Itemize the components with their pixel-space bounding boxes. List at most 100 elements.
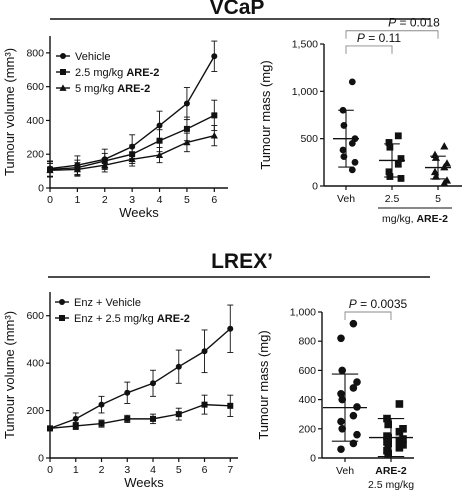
p-value: = 0.0035	[357, 297, 408, 311]
y-axis-title: Tumour volume (mm³)	[2, 48, 17, 176]
vcap-mass-chart: 0 500 1,000 1,500 Tumour mass (mg) Veh 2.5 5 mg/…	[258, 16, 462, 225]
group-caption: mg/kg, ARE-2	[382, 213, 448, 225]
y-axis-title: Tumour volume (mm³)	[2, 311, 17, 439]
y-tick-label: 200	[26, 405, 44, 417]
data-point	[395, 436, 404, 445]
data-point	[337, 334, 345, 343]
x-tick-label: 0	[47, 464, 53, 476]
data-point	[124, 415, 131, 422]
y-tick-label: 400	[298, 394, 316, 406]
data-point	[124, 389, 131, 396]
x-tick-label: 5	[176, 464, 182, 476]
data-point	[430, 167, 440, 176]
data-point	[201, 401, 208, 408]
y-tick-label: 1,500	[292, 39, 318, 51]
data-point	[183, 138, 191, 146]
vcap-panel-title: VCaP	[210, 0, 265, 19]
data-point	[397, 155, 405, 162]
lrex-mass-chart: 0 200 400 600 800 1,000 Tumour mass (mg) Veh ARE…	[256, 297, 414, 491]
data-point	[348, 78, 356, 86]
legend-marker	[59, 315, 65, 321]
data-point	[156, 122, 163, 129]
legend-marker	[60, 69, 66, 75]
y-tick-label: 800	[298, 336, 316, 348]
group-caption-text: mg/kg,	[382, 213, 416, 225]
data-point	[128, 155, 136, 163]
data-point	[98, 401, 105, 408]
data-point	[183, 100, 190, 107]
data-point	[349, 319, 358, 328]
y-tick-label: 0	[38, 183, 44, 195]
data-point	[227, 402, 234, 409]
y-tick-label: 800	[26, 47, 44, 59]
p-symbol: P	[388, 16, 396, 30]
x-tick-label: 5	[184, 194, 190, 206]
data-point	[384, 449, 392, 458]
y-tick-label: 400	[26, 358, 44, 370]
p-value-label: P = 0.11	[357, 31, 401, 45]
data-point	[211, 112, 218, 119]
p-value: = 0.11	[365, 31, 401, 45]
data-point	[394, 160, 402, 168]
data-point	[337, 445, 345, 454]
legend-marker	[59, 299, 65, 305]
data-point	[348, 166, 356, 174]
data-point	[394, 132, 402, 140]
data-point	[440, 162, 449, 171]
data-point	[397, 175, 405, 182]
data-point	[72, 422, 79, 429]
legend-marker	[59, 84, 67, 91]
series-line	[49, 328, 231, 430]
data-point	[98, 420, 105, 427]
data-point	[210, 132, 218, 139]
y-tick-label: 0	[312, 181, 318, 193]
data-point	[175, 411, 182, 418]
data-point	[46, 166, 54, 174]
category-label: 2.5	[385, 193, 400, 205]
significance-bracket	[345, 45, 393, 54]
x-tick-label: 6	[202, 464, 208, 476]
data-point	[353, 430, 361, 439]
legend-label: Vehicle	[75, 51, 110, 63]
data-point	[348, 140, 356, 147]
category-sublabel: 2.5 mg/kg	[368, 479, 414, 491]
data-point	[385, 139, 393, 146]
x-tick-label: 6	[211, 194, 217, 206]
x-tick-label: 3	[124, 464, 130, 476]
legend-name: Vehicle	[75, 51, 110, 63]
data-point	[101, 161, 109, 169]
lrex-volume-chart: 0 200 400 600 Tumour volume (mm³) 0 1 2 3 4 5 6 7 Wee…	[2, 292, 238, 490]
data-point	[384, 420, 392, 429]
data-point	[73, 165, 81, 173]
category-label: ARE-2	[375, 465, 407, 477]
p-symbol: P	[357, 31, 365, 45]
legend-label: Enz + 2.5 mg/kg ARE-2	[74, 313, 190, 325]
significance-bracket	[345, 30, 439, 39]
p-value: = 0.018	[396, 16, 440, 30]
data-point	[351, 158, 359, 166]
data-point	[47, 425, 53, 432]
series-line	[49, 403, 231, 430]
x-axis-title: Weeks	[119, 205, 159, 220]
x-tick-label: 1	[74, 194, 80, 206]
data-point	[395, 400, 404, 408]
y-tick-label: 0	[310, 453, 316, 465]
y-tick-label: 200	[298, 423, 316, 435]
data-point	[227, 325, 234, 332]
data-point	[353, 403, 361, 411]
category-label: Veh	[337, 193, 355, 205]
vcap-volume-chart: 0 200 400 600 800 Tumour volume (mm³) 0 1 2 3 4 5 6 W…	[2, 36, 228, 220]
p-value-label: P = 0.0035	[349, 297, 408, 311]
x-tick-label: 2	[99, 464, 105, 476]
data-point	[150, 415, 157, 422]
p-value-label: P = 0.018	[388, 16, 440, 30]
legend-name: Enz + Vehicle	[74, 297, 141, 309]
significance-bracket	[344, 311, 392, 320]
y-axis-title: Tumour mass (mg)	[258, 60, 273, 169]
category-label: Veh	[336, 465, 354, 477]
y-tick-label: 600	[26, 81, 44, 93]
data-point	[183, 125, 190, 132]
legend-name-bold: ARE-2	[126, 67, 159, 79]
data-point	[349, 411, 358, 420]
